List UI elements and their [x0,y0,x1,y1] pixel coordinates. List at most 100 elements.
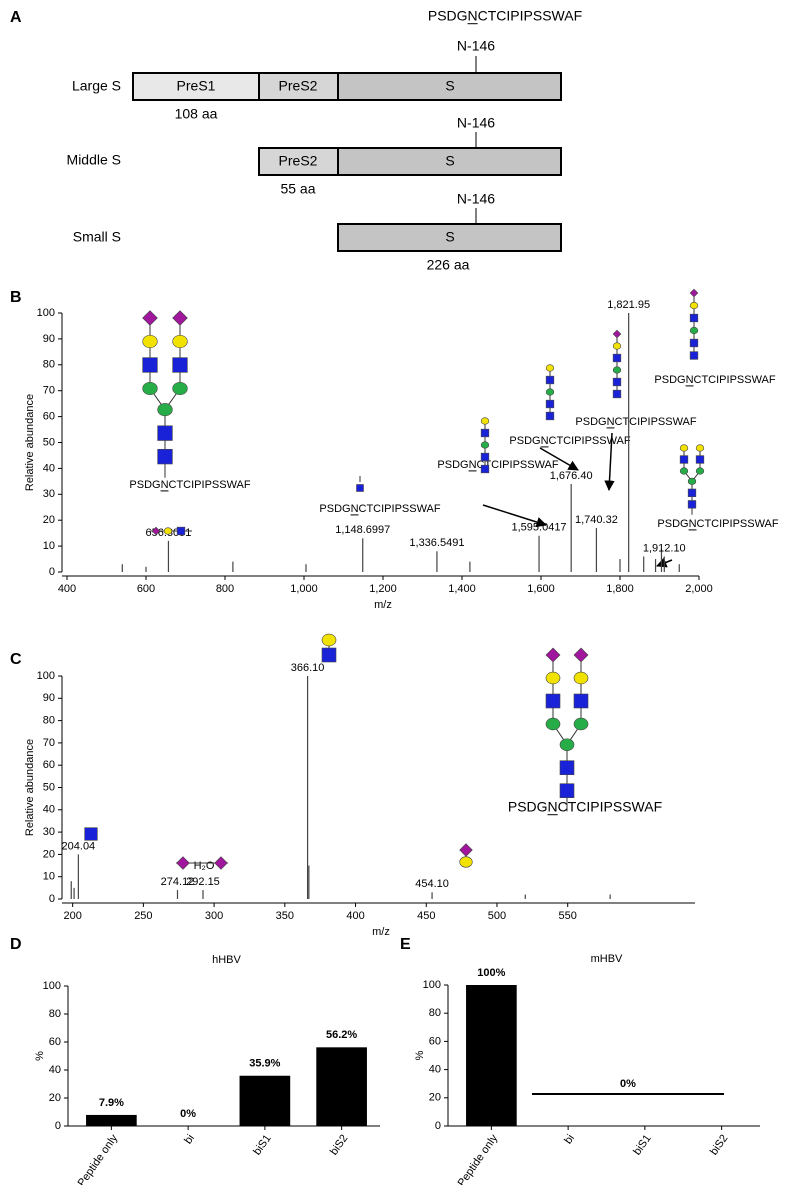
glycan-glcnac [545,375,555,385]
x-tick-label: 1,800 [606,583,634,595]
peak-label: 1,821.95 [607,299,650,311]
glycan-mannose [687,477,697,485]
bar [466,985,517,1126]
y-tick-label: 20 [43,514,55,526]
y-tick-label: 40 [43,804,55,816]
x-tick-label: 350 [276,910,294,922]
x-tick-label: 1,000 [290,583,318,595]
peptide-label: PSDGNCTCIPIPSSWAF [319,503,440,515]
x-tick-label: biS1 [631,1133,653,1158]
y-tick-label: 80 [43,715,55,727]
x-tick-label: 250 [134,910,152,922]
glycan-glcnac [679,455,689,464]
chart-title: hHBV [212,954,241,966]
y-tick-label: 100 [37,670,55,682]
peptide-label: PSDGNCTCIPIPSSWAF [508,799,662,815]
segment [258,147,339,176]
glycan-glcnac [689,338,699,348]
glycan-sialic-acid [573,647,589,663]
glycan-mannose [172,381,188,396]
glycan-glcnac [545,411,555,421]
x-tick-label: 450 [417,910,435,922]
site: N-146 [457,38,495,54]
peptide-label: PSDGNCTCIPIPSSWAF [657,518,778,530]
glycan-glcnac [157,448,173,465]
glycan-galactose [689,301,699,310]
arrow [482,504,548,528]
glycan-glcnac [559,760,575,776]
x-tick-label: biS1 [251,1133,273,1158]
arrow [539,447,579,471]
glycan-mannose [689,326,699,335]
segment-label: S [445,153,454,169]
y-tick-label: 40 [43,462,55,474]
y-tick-label: 70 [43,385,55,397]
segment [337,147,562,176]
y-tick-label: 0 [55,1120,61,1132]
x-tick-label: 1,400 [448,583,476,595]
y-tick-label: 40 [49,1064,61,1076]
panel-letter: D [10,936,22,953]
glycan-glcnac [176,526,186,536]
glycan-galactose [172,334,188,349]
x-tick-label: 400 [58,583,76,595]
y-tick-label: 100 [37,307,55,319]
y-tick-label: 50 [43,436,55,448]
sequence: PSDGNCTCIPIPSSWAF [428,8,582,24]
glycan-galactose [695,444,705,452]
glycan-mannose [157,403,173,417]
x-tick-label: 200 [63,910,81,922]
glycan-galactose [612,342,622,350]
segment-label: S [445,229,454,245]
glycan-glcnac [480,428,490,438]
y-tick-label: 30 [43,826,55,838]
glycan-galactose [163,527,173,535]
panel-letter: E [400,936,411,953]
glycan-glcnac [689,351,699,360]
glycan-glcnac [559,783,575,799]
x-tick-label: bi [562,1133,577,1147]
y-tick-label: 0 [49,566,55,578]
glycan-mannose [545,717,561,731]
y-tick-label: 50 [43,781,55,793]
glycan-mannose [142,381,158,396]
peak-label: 366.10 [291,662,325,674]
x-tick-label: 1,600 [527,583,555,595]
glycan-glcnac [356,484,364,492]
glycan-galactose [459,856,473,868]
y-axis-label: Relative abundance [24,394,36,491]
glycan-glcnac [689,313,699,323]
y-tick-label: 60 [429,1035,441,1047]
y-tick-label: 90 [43,692,55,704]
glycan-galactose [545,671,561,685]
glycan-glcnac [142,357,158,373]
value-label: 7.9% [99,1097,124,1109]
glycan-glcnac [172,357,188,373]
y-tick-label: 10 [43,871,55,883]
x-tick-label: 550 [559,910,577,922]
x-tick-label: 1,200 [369,583,397,595]
glycan-glcnac [612,389,622,399]
y-tick-label: 80 [429,1007,441,1019]
x-tick-label: 300 [205,910,223,922]
segment-label: PreS2 [279,153,318,169]
y-tick-label: 0 [49,893,55,905]
y-tick-label: 100 [423,979,441,991]
row-name: Small S [73,229,121,245]
y-tick-label: 60 [49,1036,61,1048]
peak-label: 454.10 [415,878,449,890]
glycan-glcnac [695,455,705,464]
bar [86,1114,137,1126]
x-tick-label: 800 [216,583,234,595]
x-tick-label: 400 [346,910,364,922]
peak-label: 204.04 [62,840,96,852]
y-tick-label: 20 [49,1092,61,1104]
water-label: H₂O [194,860,215,872]
length: 226 aa [427,257,470,273]
segment-label: S [445,78,454,94]
segment [337,72,562,101]
site: N-146 [457,115,495,131]
length: 55 aa [280,181,315,197]
segment-label: PreS1 [177,78,216,94]
glycan-sialic-acid [612,329,622,339]
